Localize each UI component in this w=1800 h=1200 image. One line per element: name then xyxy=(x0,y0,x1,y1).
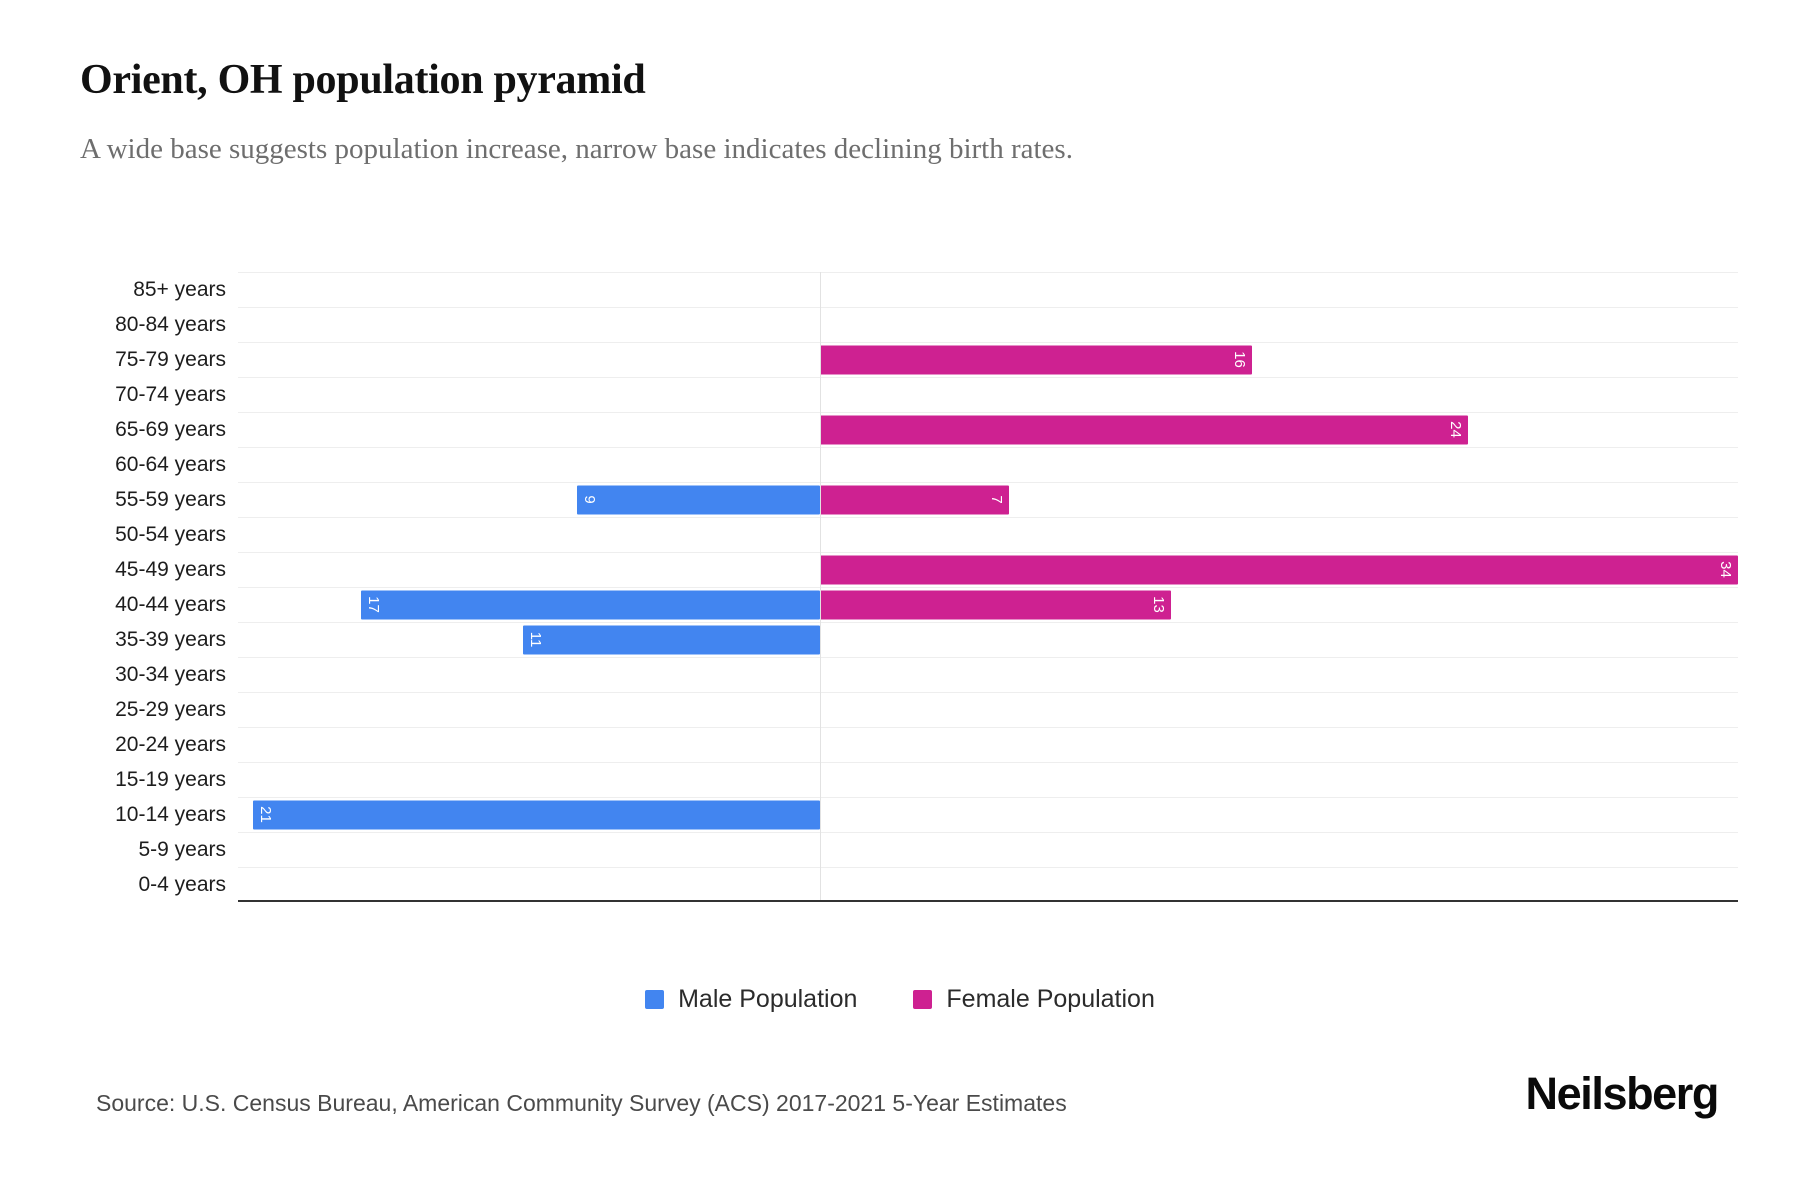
female-bar-value: 7 xyxy=(988,495,1005,504)
x-axis-baseline xyxy=(238,900,1738,902)
page-subtitle: A wide base suggests population increase… xyxy=(80,133,1073,165)
gridline xyxy=(238,552,1738,553)
legend-label-female: Female Population xyxy=(946,985,1155,1013)
pyramid-row: 15-19 years xyxy=(115,762,1738,797)
gridline xyxy=(238,692,1738,693)
y-axis-label: 55-59 years xyxy=(115,487,226,511)
gridline xyxy=(238,272,1738,273)
y-axis-label: 10-14 years xyxy=(115,802,226,826)
legend-label-male: Male Population xyxy=(678,985,858,1013)
pyramid-row: 65-69 years 24 xyxy=(115,412,1738,447)
female-color-swatch-icon xyxy=(913,990,933,1009)
brand-logo: Neilsberg xyxy=(1525,1068,1720,1119)
pyramid-row: 50-54 years xyxy=(115,517,1738,552)
female-bar[interactable]: 24 xyxy=(820,415,1468,444)
gridline xyxy=(238,412,1738,413)
y-axis-label: 30-34 years xyxy=(115,662,226,686)
male-bar[interactable]: 11 xyxy=(523,625,820,654)
chart-legend: Male Population Female Population xyxy=(0,985,1800,1014)
pyramid-row: 35-39 years 11 xyxy=(115,622,1738,657)
male-bar-value: 21 xyxy=(257,806,274,823)
male-bar[interactable]: 17 xyxy=(361,590,820,619)
gridline xyxy=(238,482,1738,483)
pyramid-row: 0-4 years xyxy=(138,867,1738,902)
y-axis-label: 20-24 years xyxy=(115,732,226,756)
y-axis-label: 45-49 years xyxy=(115,557,226,581)
pyramid-row: 25-29 years xyxy=(115,692,1738,727)
male-color-swatch-icon xyxy=(645,990,665,1009)
pyramid-row: 30-34 years xyxy=(115,657,1738,692)
pyramid-row: 60-64 years xyxy=(115,447,1738,482)
gridline xyxy=(238,832,1738,833)
y-axis-label: 15-19 years xyxy=(115,767,226,791)
gridline xyxy=(238,377,1738,378)
pyramid-row: 70-74 years xyxy=(115,377,1738,412)
gridline xyxy=(238,762,1738,763)
y-axis-label: 60-64 years xyxy=(115,452,226,476)
male-bar-value: 17 xyxy=(365,596,382,613)
y-axis-label: 40-44 years xyxy=(115,592,226,616)
pyramid-row: 85+ years xyxy=(133,272,1738,307)
pyramid-row: 80-84 years xyxy=(115,307,1738,342)
pyramid-row: 10-14 years 21 xyxy=(115,797,1738,832)
female-bar-value: 24 xyxy=(1447,421,1464,438)
y-axis-label: 50-54 years xyxy=(115,522,226,546)
gridline xyxy=(238,657,1738,658)
pyramid-row: 20-24 years xyxy=(115,727,1738,762)
gridline xyxy=(238,517,1738,518)
y-axis-label: 70-74 years xyxy=(115,382,226,406)
y-axis-label: 35-39 years xyxy=(115,627,226,651)
y-axis-label: 85+ years xyxy=(133,277,226,301)
pyramid-row: 75-79 years 16 xyxy=(115,342,1738,377)
female-bar[interactable]: 16 xyxy=(820,345,1252,374)
gridline xyxy=(238,622,1738,623)
female-bar-value: 34 xyxy=(1717,561,1734,578)
y-axis-label: 80-84 years xyxy=(115,312,226,336)
gridline xyxy=(238,727,1738,728)
y-axis-label: 5-9 years xyxy=(138,837,226,861)
page-title: Orient, OH population pyramid xyxy=(80,57,646,103)
legend-item-male[interactable]: Male Population xyxy=(645,985,857,1014)
source-note: Source: U.S. Census Bureau, American Com… xyxy=(96,1090,1067,1116)
male-bar-value: 11 xyxy=(527,631,544,648)
pyramid-row: 55-59 years 9 7 xyxy=(115,482,1738,517)
female-bar-value: 16 xyxy=(1231,351,1248,368)
y-axis-label: 65-69 years xyxy=(115,417,226,441)
y-axis-label: 0-4 years xyxy=(138,872,226,896)
y-axis-label: 75-79 years xyxy=(115,347,226,371)
pyramid-row: 40-44 years 17 13 xyxy=(115,587,1738,622)
center-axis-line xyxy=(820,272,821,902)
gridline xyxy=(238,307,1738,308)
legend-item-female[interactable]: Female Population xyxy=(913,985,1155,1014)
gridline xyxy=(238,867,1738,868)
female-bar[interactable]: 13 xyxy=(820,590,1171,619)
gridline xyxy=(238,587,1738,588)
population-pyramid-plot: 85+ years 80-84 years 75-79 years 16 70-74 y… xyxy=(115,272,1738,902)
male-bar-value: 9 xyxy=(581,495,598,504)
female-bar-value: 13 xyxy=(1150,596,1167,613)
pyramid-row: 45-49 years 34 xyxy=(115,552,1738,587)
gridline xyxy=(238,797,1738,798)
y-axis-label: 25-29 years xyxy=(115,697,226,721)
gridline xyxy=(238,342,1738,343)
female-bar[interactable]: 34 xyxy=(820,555,1738,584)
female-bar[interactable]: 7 xyxy=(820,485,1009,514)
gridline xyxy=(238,447,1738,448)
male-bar[interactable]: 9 xyxy=(577,485,820,514)
male-bar[interactable]: 21 xyxy=(253,800,820,829)
pyramid-row: 5-9 years xyxy=(138,832,1738,867)
